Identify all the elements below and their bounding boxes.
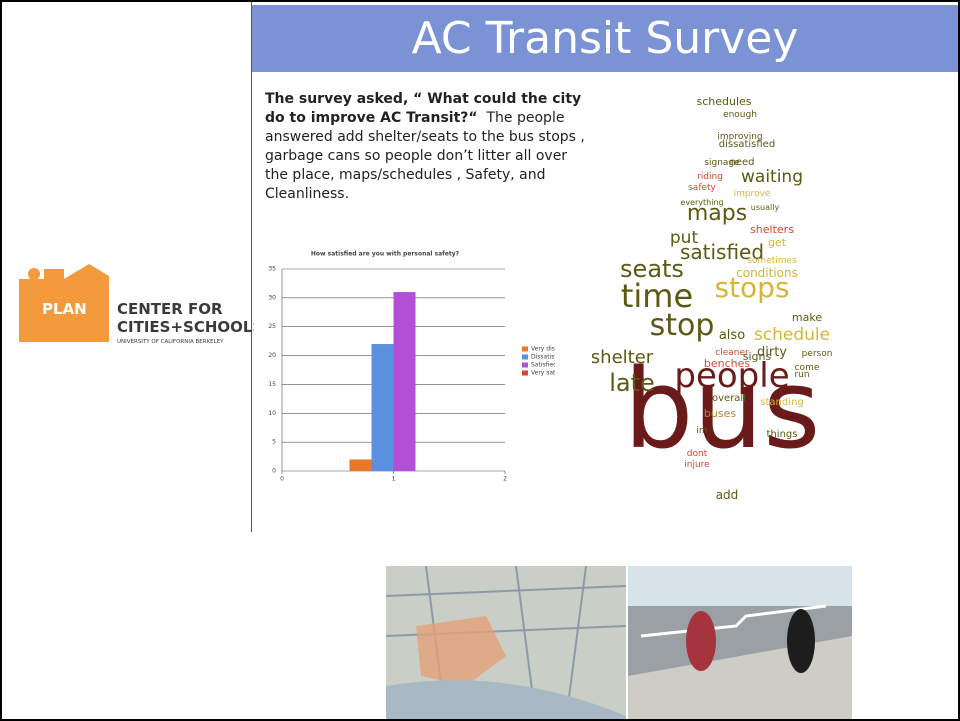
person xyxy=(787,609,815,673)
logo-head xyxy=(28,268,40,280)
cloud-word: late xyxy=(609,369,655,397)
chart-title: How satisfied are you with personal safe… xyxy=(311,251,460,258)
x-tick-label: 0 xyxy=(280,476,284,483)
y-tick-label: 30 xyxy=(268,294,276,301)
photos xyxy=(386,566,852,721)
bar xyxy=(372,344,394,471)
logo: PLAN CENTER FOR CITIES+SCHOOLS UNIVERSIT… xyxy=(14,264,254,354)
legend-label: Satisfied xyxy=(531,362,555,369)
slide: AC Transit Survey The survey asked, “ Wh… xyxy=(0,0,960,721)
sky xyxy=(628,566,852,606)
cloud-word: improving xyxy=(717,132,762,142)
cloud-word: also xyxy=(719,328,745,343)
cloud-word: safety xyxy=(688,183,716,193)
y-tick-label: 15 xyxy=(268,381,276,388)
person xyxy=(686,611,716,671)
cloud-word: signage xyxy=(704,158,740,168)
cloud-word: waiting xyxy=(741,167,803,187)
bar xyxy=(350,459,372,471)
cloud-word: injure xyxy=(684,460,710,470)
y-tick-label: 0 xyxy=(272,468,276,475)
legend-label: Very dissatisfied xyxy=(531,346,555,353)
legend-label: Dissatisfied xyxy=(531,354,555,361)
cloud-word: benches xyxy=(704,357,751,370)
cloud-word: shelters xyxy=(750,223,794,236)
cloud-word: buses xyxy=(704,407,736,420)
logo-line: UNIVERSITY OF CALIFORNIA BERKELEY xyxy=(117,339,224,345)
y-tick-label: 10 xyxy=(268,410,276,417)
cloud-word: cleaner xyxy=(715,348,749,358)
chart: How satisfied are you with personal safe… xyxy=(255,244,555,489)
y-tick-label: 5 xyxy=(272,439,276,446)
cloud-word: dirty xyxy=(757,345,787,360)
cloud-word: everything xyxy=(680,198,723,207)
logo-line: CITIES+SCHOOLS xyxy=(117,318,254,336)
cloud-word: dont xyxy=(687,449,708,459)
cloud-word: put xyxy=(670,228,699,248)
x-tick-label: 2 xyxy=(503,476,507,483)
legend-swatch xyxy=(522,355,528,360)
cloud-word: overall xyxy=(712,393,746,404)
logo-line: CENTER FOR xyxy=(117,300,223,318)
cloud-word: person xyxy=(802,349,833,359)
cloud-word: im xyxy=(696,426,707,436)
y-tick-label: 25 xyxy=(268,323,276,330)
legend-label: Very satisfied xyxy=(531,370,555,377)
cloud-word: conditions xyxy=(736,266,798,280)
cloud-word: things xyxy=(767,429,798,440)
y-tick-label: 35 xyxy=(268,266,276,273)
cloud-word: usually xyxy=(751,203,780,212)
cloud-word: schedules xyxy=(696,95,751,108)
bar xyxy=(394,292,416,471)
cloud-word: make xyxy=(792,311,822,324)
cloud-word: schedule xyxy=(754,325,830,345)
x-tick-label: 1 xyxy=(392,476,396,483)
cloud-word: get xyxy=(768,236,787,249)
cloud-word: shelter xyxy=(592,347,654,368)
body-text: The survey asked, “ What could the city … xyxy=(265,90,585,204)
y-tick-label: 20 xyxy=(268,352,276,359)
cloud-word: enough xyxy=(723,110,757,120)
cloud-word: seats xyxy=(620,255,684,283)
cloud-word: improve xyxy=(734,189,771,199)
slide-title: AC Transit Survey xyxy=(252,5,958,72)
cloud-word: sometimes xyxy=(747,256,797,266)
cloud-word: standing xyxy=(760,397,803,408)
cloud-word: add xyxy=(716,488,739,502)
legend-swatch xyxy=(522,371,528,376)
cloud-word: run xyxy=(794,370,809,380)
logo-mark: PLAN xyxy=(42,300,87,318)
cloud-word: riding xyxy=(697,172,723,182)
legend-swatch xyxy=(522,347,528,352)
legend-swatch xyxy=(522,363,528,368)
